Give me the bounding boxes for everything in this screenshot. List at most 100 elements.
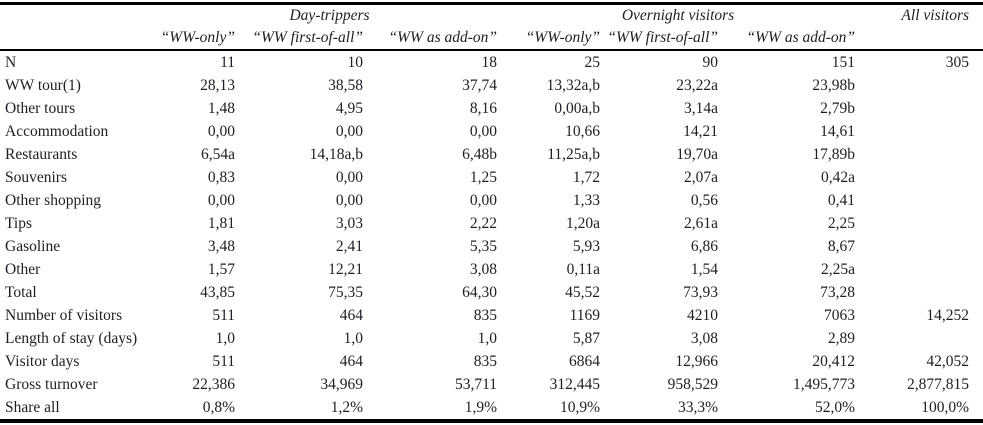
table-row: Other tours 1,48 4,95 8,16 0,00a,b 3,14a 2,79b [0,97,983,120]
row-label: N [5,53,17,71]
cell-value: 2,07a [684,168,719,186]
cell-value: 312,445 [549,375,601,393]
cell-value: 6,54a [200,145,235,163]
row-label: Visitor days [5,352,80,370]
cell-value: 2,89 [827,329,856,347]
column-header-overnight-ww-as-add-on: “WW as add-on” [720,27,858,51]
cell-value: 835 [473,306,498,324]
cell-value: 42,052 [926,352,970,370]
row-label: Number of visitors [5,306,123,324]
table-row: Accommodation 0,00 0,00 0,00 10,66 14,21 14,61 [0,120,983,143]
cell-value: 2,877,815 [907,375,970,393]
table-row: Other shopping 0,00 0,00 0,00 1,33 0,56 0,41 [0,189,983,212]
cell-value: 3,08 [469,260,498,278]
cell-value: 43,85 [200,283,235,301]
cell-value: 6864 [569,352,601,370]
cell-value: 0,83 [207,168,235,186]
cell-value: 511 [212,352,235,370]
cell-value [857,74,983,97]
cell-value: 2,22 [469,214,498,232]
cell-value: 22,386 [192,375,235,393]
table-row: Gasoline 3,48 2,41 5,35 5,93 6,86 8,67 [0,235,983,258]
cell-value: 1,54 [690,260,719,278]
column-header-day-ww-only: “WW-only” [160,27,237,51]
cell-value: 3,08 [690,329,719,347]
table-header: Day-trippers Overnight visitors All visi… [0,4,983,51]
column-header-day-ww-first-of-all: “WW first-of-all” [237,27,365,51]
cell-value: 1,25 [469,168,498,186]
group-header-empty [0,4,160,28]
cell-value: 1,81 [207,214,235,232]
cell-value [857,235,983,258]
cell-value: 13,32a,b [546,76,601,94]
cell-value: 511 [212,306,235,324]
cell-value: 1,9% [464,398,498,416]
cell-value: 17,89b [812,145,856,163]
cell-value: 33,3% [677,398,719,416]
cell-value: 2,25 [827,214,856,232]
column-header-trailing-empty [857,27,983,51]
cell-value: 23,98b [812,76,856,94]
table-row: Visitor days 511 464 835 6864 12,966 20,412 42,… [0,350,983,373]
cell-value: 0,00 [207,191,235,209]
cell-value: 1,33 [572,191,601,209]
cell-value: 1,0 [477,329,498,347]
cell-value [857,327,983,350]
cell-value: 53,711 [454,375,498,393]
cell-value: 19,70a [676,145,719,163]
cell-value: 5,87 [572,329,601,347]
table-body: N 11 10 18 25 90 151 305 WW tour(1) 28,13 38,58 37,… [0,50,983,421]
cell-value: 6,86 [690,237,719,255]
cell-value: 3,48 [207,237,235,255]
cell-value: 8,67 [827,237,856,255]
table-row: Number of visitors 511 464 835 1169 4210 7063 1… [0,304,983,327]
cell-value [857,281,983,304]
cell-value: 14,21 [683,122,719,140]
table-row: Gross turnover 22,386 34,969 53,711 312,445 9… [0,373,983,396]
cell-value: 0,42a [821,168,856,186]
column-header-overnight-ww-only: “WW-only” [499,27,603,51]
group-header-row: Day-trippers Overnight visitors All visi… [0,4,983,28]
row-label: Gross turnover [5,375,98,393]
cell-value: 1169 [569,306,601,324]
cell-value: 1,20a [566,214,601,232]
cell-value: 52,0% [814,398,856,416]
cell-value: 11,25a,b [547,145,601,163]
cell-value: 14,18a,b [309,145,363,163]
table-row: Tips 1,81 3,03 2,22 1,20a 2,61a 2,25 [0,212,983,235]
cell-value: 1,57 [207,260,235,278]
cell-value [857,258,983,281]
row-label: Accommodation [5,122,109,140]
cell-value: 73,93 [683,283,719,301]
cell-value: 1,72 [572,168,601,186]
cell-value: 10,66 [565,122,601,140]
table-row: WW tour(1) 28,13 38,58 37,74 13,32a,b 23,22a 2… [0,74,983,97]
cell-value: 37,74 [462,76,498,94]
cell-value: 14,252 [926,306,970,324]
cell-value: 5,93 [572,237,601,255]
column-header-empty [0,27,160,51]
row-label: Souvenirs [5,168,67,186]
cell-value: 2,25a [821,260,856,278]
table-row: Length of stay (days) 1,0 1,0 1,0 5,87 3,08 2,… [0,327,983,350]
cell-value: 18 [481,53,498,71]
cell-value: 8,16 [469,99,498,117]
cell-value: 14,61 [820,122,856,140]
cell-value: 4,95 [335,99,363,117]
cell-value: 151 [831,53,856,71]
cell-value [857,120,983,143]
cell-value [857,189,983,212]
cell-value: 28,13 [200,76,235,94]
column-header-day-ww-as-add-on: “WW as add-on” [365,27,500,51]
cell-value [857,166,983,189]
row-label: Length of stay (days) [5,329,138,347]
cell-value: 1,0 [343,329,363,347]
cell-value: 10 [347,53,364,71]
cell-value: 100,0% [921,398,970,416]
cell-value: 1,495,773 [793,375,856,393]
row-label: Restaurants [5,145,78,163]
row-label: Other [5,260,41,278]
cell-value: 11 [220,53,235,71]
cell-value: 75,35 [328,283,363,301]
